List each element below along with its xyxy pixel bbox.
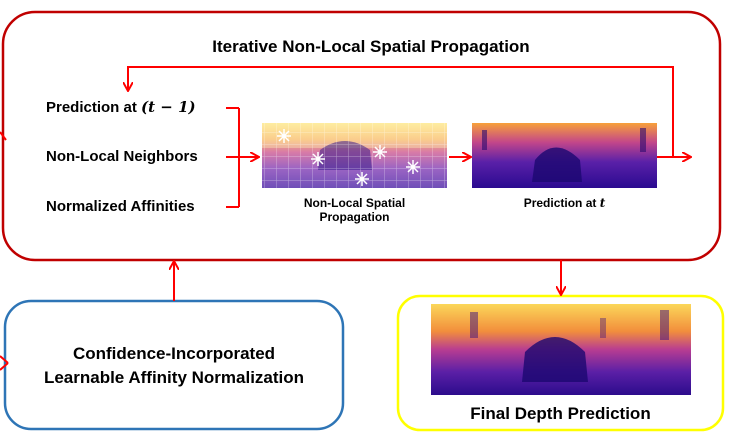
left-edge-arrow-top xyxy=(0,131,7,141)
prediction-t-image xyxy=(472,123,657,188)
diagram-title: Iterative Non-Local Spatial Propagation xyxy=(212,37,530,56)
final-depth-image xyxy=(431,304,691,395)
caption-propagation-line2: Propagation xyxy=(319,210,390,224)
input-prediction-prev-label: Prediction at xyxy=(46,99,137,116)
neighbor-star-marks xyxy=(277,129,420,186)
input-non-local-neighbors: Non-Local Neighbors xyxy=(46,148,198,165)
confidence-line1: Confidence-Incorporated xyxy=(72,344,276,363)
caption-prediction-t: Prediction at t xyxy=(472,196,657,210)
input-prediction-prev: Prediction at (t − 1) xyxy=(46,98,196,116)
feedback-loop-arrow xyxy=(128,66,674,157)
left-edge-arrow-bottom-2 xyxy=(0,362,9,371)
propagation-image xyxy=(262,123,447,188)
input-prediction-prev-math: (t − 1) xyxy=(141,98,196,116)
caption-prediction-t-label: Prediction at xyxy=(523,196,597,210)
input-normalized-affinities: Normalized Affinities xyxy=(46,198,195,215)
caption-prediction-t-math: t xyxy=(599,196,606,210)
final-depth-label: Final Depth Prediction xyxy=(470,404,651,423)
caption-propagation: Non-Local Spatial Propagation xyxy=(262,196,447,224)
left-edge-arrow-bottom xyxy=(0,355,9,364)
caption-propagation-line1: Non-Local Spatial xyxy=(303,196,406,210)
confidence-box-text: Confidence-Incorporated Learnable Affini… xyxy=(5,342,343,390)
confidence-line2: Learnable Affinity Normalization xyxy=(43,368,305,387)
final-box-border xyxy=(396,294,725,432)
